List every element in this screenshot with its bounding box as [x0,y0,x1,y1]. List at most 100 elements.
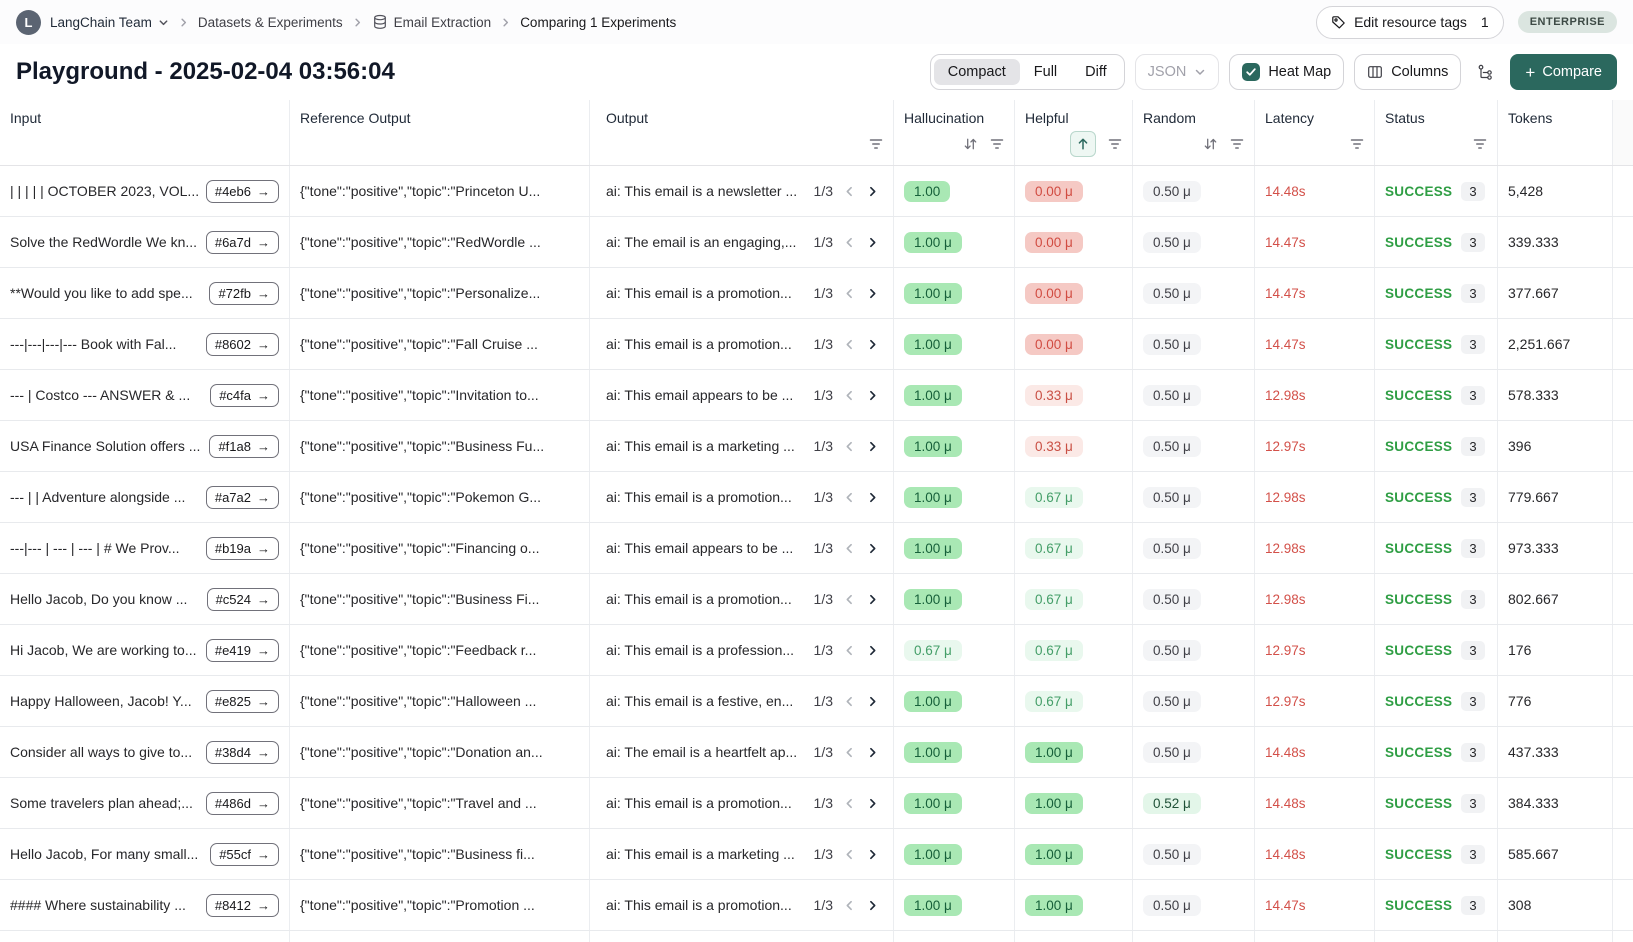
pager-next-button[interactable] [866,440,879,453]
input-cell: Happy Halloween, Jacob! Y... #e825 → [0,676,290,726]
pager-next-button[interactable] [866,593,879,606]
filter-icon[interactable] [990,138,1004,150]
table-row: Consider all ways to give to... #38d4 → {"t… [0,727,1633,778]
example-id-badge[interactable]: #f1a8 → [209,434,279,458]
output-text: ai: This email appears to be ... [606,540,794,556]
example-id-badge[interactable]: #c524 → [206,587,279,611]
pager-prev-button[interactable] [843,236,856,249]
view-mode-full[interactable]: Full [1033,64,1058,80]
pager-next-button[interactable] [866,185,879,198]
edit-resource-tags-button[interactable]: Edit resource tags 1 [1316,5,1504,39]
random-score: 0.50 μ [1133,523,1255,573]
example-id-badge[interactable]: #4eb6 → [205,179,279,203]
plus-icon: + [1525,62,1536,82]
random-score: 0.50 μ [1133,676,1255,726]
filter-icon[interactable] [1230,138,1244,150]
trace-tree-button[interactable] [1471,54,1500,90]
pager-prev-button[interactable] [843,338,856,351]
pager-prev-button[interactable] [843,695,856,708]
pager-next-button[interactable] [866,491,879,504]
sort-icon[interactable] [1203,137,1218,151]
example-id-badge[interactable]: #a7a2 → [205,485,279,509]
filter-icon[interactable] [869,138,883,150]
arrow-right-icon: → [257,795,270,811]
json-dropdown[interactable]: JSON [1134,54,1220,90]
column-label-output: Output [606,110,649,126]
row-gutter [1613,472,1633,522]
example-id-badge[interactable]: #8602 → [205,332,279,356]
example-id-badge[interactable]: #c4fa → [210,383,279,407]
pager-prev-button[interactable] [843,491,856,504]
input-text: ---|---|---|--- Book with Fal... [10,336,177,352]
status-cell: SUCCESS 3 [1375,778,1498,828]
page-title: Playground - 2025-02-04 03:56:04 [16,58,395,85]
input-cell: Solve the RedWordle We kn... #6a7d → [0,217,290,267]
pager-prev-button[interactable] [843,440,856,453]
example-id-badge[interactable]: #e825 → [205,689,279,713]
pager-prev-button[interactable] [843,746,856,759]
sort-ascending-icon[interactable] [1070,131,1096,157]
example-id-badge[interactable]: #6a7d → [205,230,279,254]
random-score: 0.50 μ [1133,268,1255,318]
input-cell: **Would you like to add spe... #72fb → [0,268,290,318]
pager-next-button[interactable] [866,236,879,249]
breadcrumb-datasets-link[interactable]: Datasets & Experiments [197,14,343,30]
column-header-status: Status [1375,100,1498,165]
breadcrumb-dataset-link[interactable]: Email Extraction [372,14,491,30]
filter-icon[interactable] [1473,138,1487,150]
sort-icon[interactable] [963,137,978,151]
example-id-badge[interactable]: #72fb → [209,281,279,305]
pager-next-button[interactable] [866,848,879,861]
reference-output-text: {"tone":"positive","topic":"Princeton U.… [300,183,541,199]
pager-prev-button[interactable] [843,644,856,657]
pager-prev-button[interactable] [843,899,856,912]
filter-icon[interactable] [1108,138,1122,150]
pager-next-button[interactable] [866,746,879,759]
breadcrumb-team-selector[interactable]: LangChain Team [50,15,169,30]
tokens-value: 308 [1508,897,1532,913]
heat-map-toggle[interactable]: Heat Map [1229,54,1345,90]
view-mode-diff[interactable]: Diff [1085,64,1107,80]
tokens-cell: 779.667 [1498,472,1613,522]
pager-next-button[interactable] [866,338,879,351]
pager-prev-button[interactable] [843,797,856,810]
pager-prev-button[interactable] [843,593,856,606]
pager-next-button[interactable] [866,797,879,810]
example-id-badge[interactable]: #e419 → [205,638,279,662]
pager-next-button[interactable] [866,389,879,402]
pager-next-button[interactable] [866,899,879,912]
example-id-badge[interactable]: #8412 → [205,893,279,917]
example-id-badge[interactable]: #38d4 → [205,740,279,764]
pager-prev-button[interactable] [843,848,856,861]
hallucination-score-value: 1.00 μ [904,231,962,253]
pager-prev-button[interactable] [843,542,856,555]
pager-next-button[interactable] [866,287,879,300]
columns-button[interactable]: Columns [1354,54,1462,90]
example-id-badge[interactable]: #486d → [205,791,279,815]
output-pager: 1/3 [814,183,879,199]
arrow-right-icon: → [257,897,270,913]
random-score-value: 0.52 μ [1143,792,1201,814]
view-mode-compact[interactable]: Compact [933,59,1020,85]
example-id-badge[interactable]: #55cf → [210,842,279,866]
compare-button[interactable]: + Compare [1510,54,1617,90]
latency-cell: 12.97s [1255,676,1375,726]
pager-next-button[interactable] [866,644,879,657]
hallucination-score: 1.00 μ [894,472,1015,522]
hallucination-score: 1.00 μ [894,421,1015,471]
column-header-icons [1025,131,1122,157]
pager-next-button[interactable] [866,695,879,708]
latency-cell: 12.98s [1255,370,1375,420]
pager-prev-button[interactable] [843,185,856,198]
filter-icon[interactable] [1350,138,1364,150]
latency-cell: 12.97s [1255,625,1375,675]
latency-cell: 12.97s [1255,421,1375,471]
example-id-badge[interactable]: #b19a → [205,536,279,560]
output-text: ai: This email is a marketing ... [606,438,795,454]
table-row-partial [0,931,1633,942]
pager-prev-button[interactable] [843,389,856,402]
pager-next-button[interactable] [866,542,879,555]
helpful-score: 1.00 μ [1015,829,1133,879]
edit-tags-label: Edit resource tags [1354,14,1467,30]
pager-prev-button[interactable] [843,287,856,300]
